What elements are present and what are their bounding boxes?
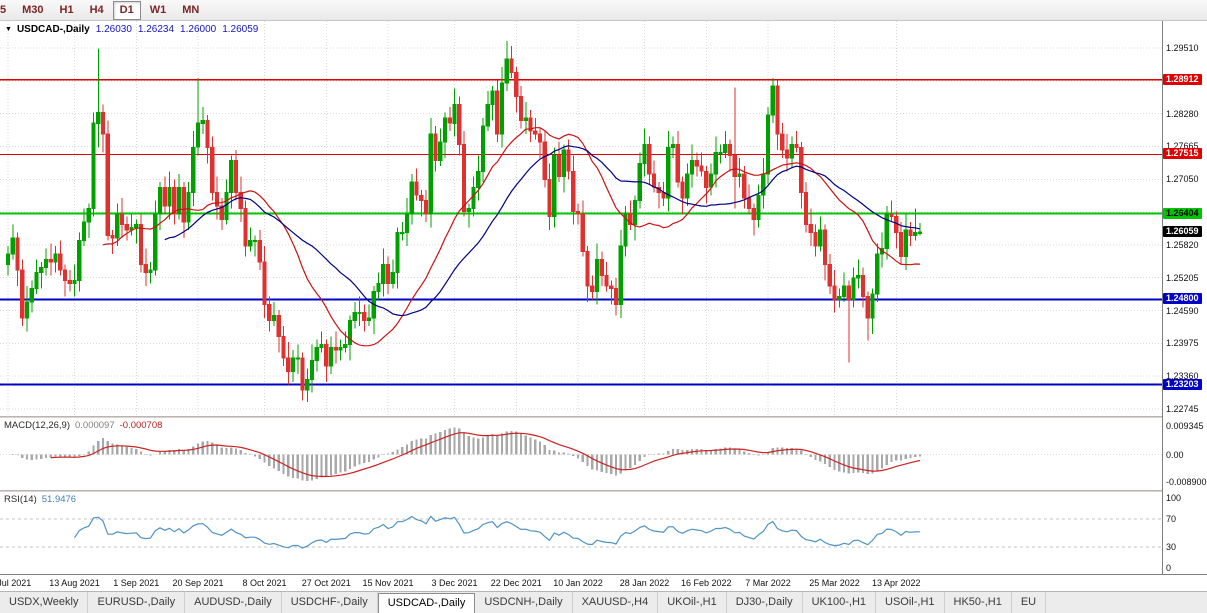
timeframe-button-m30[interactable]: M30 <box>22 3 44 16</box>
date-axis-label: 26 Jul 2021 <box>0 578 32 588</box>
timeframe-button-5[interactable]: 5 <box>0 3 7 16</box>
chart-tab-usdcnh-daily[interactable]: USDCNH-,Daily <box>475 592 573 613</box>
chart-tab-uk100-h1[interactable]: UK100-,H1 <box>803 592 877 613</box>
price-axis-tick: 1.24590 <box>1166 305 1199 316</box>
ohlc-open-value: 1.26030 <box>95 24 132 35</box>
main-chart-panel[interactable]: ▼ USDCAD-,Daily 1.26030 1.26234 1.26000 … <box>0 21 1162 416</box>
date-axis-label: 8 Oct 2021 <box>242 578 287 588</box>
rsi-axis-tick: 30 <box>1166 542 1177 552</box>
timeframe-toolbar: 5 M30 H1 H4 D1 W1 MN <box>0 0 1207 21</box>
macd-main-value: 0.000097 <box>75 420 115 431</box>
macd-chart[interactable] <box>0 418 1162 490</box>
rsi-value: 51.9476 <box>41 494 77 505</box>
ohlc-low-value: 1.26000 <box>180 24 217 35</box>
date-axis-label: 13 Apr 2022 <box>871 578 921 588</box>
level-price-label: 1.26404 <box>1163 207 1202 219</box>
rsi-axis-tick: 100 <box>1166 493 1182 503</box>
chart-symbol-label: USDCAD-,Daily <box>16 24 90 35</box>
price-axis-tick: 1.29510 <box>1166 43 1199 53</box>
price-axis-tick: 1.28280 <box>1166 108 1199 119</box>
date-axis-label: 28 Jan 2022 <box>619 578 670 588</box>
macd-axis-tick: -0.008900 <box>1166 477 1207 487</box>
price-axis-tick: 1.27050 <box>1166 174 1199 185</box>
rsi-name-label: RSI(14) <box>4 494 37 505</box>
level-price-label: 1.27515 <box>1163 148 1202 160</box>
date-axis-label: 13 Aug 2021 <box>49 578 100 588</box>
chart-tab-hk50-h1[interactable]: HK50-,H1 <box>945 592 1012 613</box>
rsi-chart[interactable] <box>0 492 1162 574</box>
date-axis-label: 7 Mar 2022 <box>745 578 791 588</box>
price-axis-tick: 1.25820 <box>1166 239 1199 250</box>
price-axis-tick: 1.23975 <box>1166 338 1199 349</box>
chart-menu-arrow-icon[interactable]: ▼ <box>5 26 12 33</box>
price-axis[interactable]: 1.29510 1.28280 1.27665 1.27050 1.25820 1.252… <box>1162 21 1207 574</box>
chart-tab-xauusd-h4[interactable]: XAUUSD-,H4 <box>573 592 659 613</box>
macd-axis-tick: 0.009345 <box>1166 421 1204 431</box>
macd-axis-tick: 0.00 <box>1166 449 1184 460</box>
timeframe-button-w1[interactable]: W1 <box>149 3 167 16</box>
date-axis-label: 16 Feb 2022 <box>680 578 732 588</box>
date-axis-label: 25 Mar 2022 <box>809 578 860 588</box>
chart-tab-bar: USDX,Weekly EURUSD-,Daily AUDUSD-,Daily USD… <box>0 591 1207 613</box>
chart-tab-usdcad-daily[interactable]: USDCAD-,Daily <box>377 593 476 613</box>
current-price-label: 1.26059 <box>1163 226 1202 238</box>
chart-tab-usdchf-daily[interactable]: USDCHF-,Daily <box>282 592 378 613</box>
macd-name-label: MACD(12,26,9) <box>4 420 70 431</box>
date-axis-label: 22 Dec 2021 <box>490 578 542 588</box>
panel-resize-handle[interactable] <box>0 490 1207 492</box>
date-axis-label: 10 Jan 2022 <box>553 578 603 588</box>
price-axis-tick: 1.27665 <box>1166 141 1199 152</box>
chart-tab-audusd-daily[interactable]: AUDUSD-,Daily <box>185 592 282 613</box>
candlestick-chart[interactable] <box>0 21 1162 416</box>
timeframe-button-h1[interactable]: H1 <box>59 3 74 16</box>
level-price-label: 1.28912 <box>1163 73 1202 85</box>
date-axis[interactable]: 26 Jul 2021 13 Aug 2021 1 Sep 2021 20 Sep 2… <box>0 574 1207 591</box>
timeframe-button-d1[interactable]: D1 <box>112 0 141 20</box>
rsi-panel[interactable]: RSI(14) 51.9476 <box>0 492 1162 574</box>
level-price-label: 1.24800 <box>1163 293 1202 305</box>
date-axis-label: 3 Dec 2021 <box>431 578 478 588</box>
price-axis-tick: 1.23360 <box>1166 371 1199 382</box>
timeframe-button-h4[interactable]: H4 <box>89 3 104 16</box>
chart-tab-dj30-daily[interactable]: DJ30-,Daily <box>727 592 803 613</box>
price-axis-tick: 1.22745 <box>1166 404 1199 414</box>
rsi-axis-tick: 70 <box>1166 514 1177 524</box>
rsi-axis-tick: 0 <box>1166 563 1172 573</box>
date-axis-label: 15 Nov 2021 <box>362 578 414 588</box>
level-price-label: 1.23203 <box>1163 378 1202 390</box>
panel-resize-handle[interactable] <box>0 416 1207 418</box>
timeframe-button-mn[interactable]: MN <box>182 3 200 16</box>
macd-panel[interactable]: MACD(12,26,9) 0.000097 -0.000708 <box>0 418 1162 490</box>
rsi-header: RSI(14) 51.9476 <box>4 494 76 505</box>
date-axis-label: 1 Sep 2021 <box>113 578 160 588</box>
date-axis-label: 20 Sep 2021 <box>172 578 224 588</box>
chart-tab-eurusd-daily[interactable]: EURUSD-,Daily <box>88 592 186 613</box>
chart-tab-usoil-h1[interactable]: USOil-,H1 <box>876 592 945 613</box>
macd-signal-value: -0.000708 <box>119 420 163 431</box>
chart-tab-usdx-weekly[interactable]: USDX,Weekly <box>0 592 89 613</box>
chart-tab-eu[interactable]: EU <box>1012 592 1047 613</box>
ohlc-high-value: 1.26234 <box>137 24 175 35</box>
ohlc-close-value: 1.26059 <box>222 24 259 35</box>
price-axis-tick: 1.25205 <box>1166 272 1199 283</box>
macd-header: MACD(12,26,9) 0.000097 -0.000708 <box>4 420 162 431</box>
chart-title: ▼ USDCAD-,Daily 1.26030 1.26234 1.26000 … <box>5 24 258 35</box>
date-axis-label: 27 Oct 2021 <box>301 578 351 588</box>
chart-tab-ukoil-h1[interactable]: UKOil-,H1 <box>658 592 727 613</box>
